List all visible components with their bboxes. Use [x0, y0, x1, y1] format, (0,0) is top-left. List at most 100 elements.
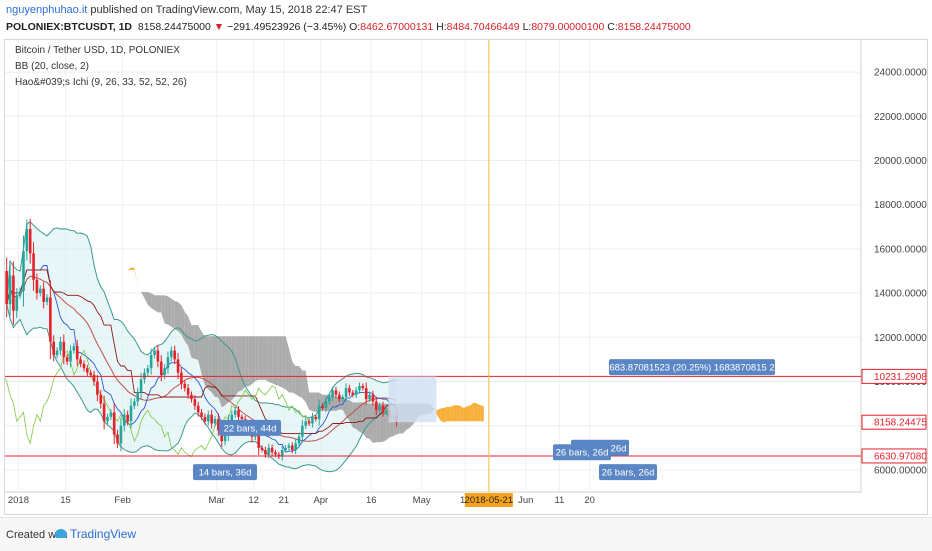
candle-body	[49, 297, 52, 342]
candle-body	[190, 394, 193, 400]
candle-body	[260, 447, 264, 451]
ichimoku-cloud-segment	[366, 403, 370, 439]
price-axis	[861, 40, 927, 514]
candle-body	[92, 374, 96, 382]
ichimoku-cloud-segment	[436, 408, 441, 421]
author-link[interactable]: nguyenphuhao.it	[6, 4, 88, 16]
candle-body	[173, 350, 176, 360]
candle-body	[311, 416, 314, 424]
x-tick-label: 2018-05-21	[465, 495, 514, 506]
ichimoku-cloud-segment	[174, 300, 179, 332]
candle-body	[69, 350, 72, 362]
candle-body	[129, 405, 133, 422]
chart-area[interactable]: 6000.000000008000.0000000010000.00000000…	[4, 39, 928, 515]
candle-body	[55, 350, 59, 355]
ichimoku-cloud-segment	[198, 325, 202, 374]
ichimoku-cloud-segment	[356, 402, 360, 432]
ichimoku-cloud-segment	[265, 336, 269, 383]
candle-body	[45, 297, 49, 302]
y-tick-label: 20000.00000000	[874, 156, 927, 167]
ichimoku-cloud-segment	[231, 336, 236, 401]
x-tick-label: Apr	[313, 495, 328, 506]
candle-body	[374, 401, 378, 411]
candle-body	[223, 434, 227, 442]
candle-body	[354, 390, 358, 395]
candle-body	[210, 414, 213, 424]
ichimoku-cloud-segment	[278, 336, 283, 388]
candle-body	[378, 405, 381, 411]
candle-body	[297, 436, 301, 444]
ichimoku-cloud-segment	[456, 405, 461, 422]
ichimoku-cloud-segment	[238, 336, 242, 392]
candle-body	[112, 412, 116, 435]
candle-body	[344, 388, 348, 397]
down-arrow-icon: ▼	[213, 21, 225, 33]
ichimoku-cloud-segment	[134, 267, 138, 286]
ichimoku-cloud-segment	[292, 361, 296, 395]
x-tick-label: 21	[279, 495, 290, 506]
footer-bar: Created with TradingView	[0, 517, 932, 551]
tradingview-logo-icon	[55, 529, 67, 538]
candle-body	[338, 394, 341, 400]
candle-body	[287, 445, 291, 448]
ichimoku-cloud-segment	[248, 336, 252, 387]
y-tick-label: 16000.00000000	[874, 244, 927, 255]
high-value: 8484.70466449	[446, 21, 520, 33]
high-label: H:	[436, 21, 447, 33]
candle-body	[79, 359, 82, 364]
annotation-box	[193, 464, 257, 481]
tradingview-logo[interactable]: TradingView	[55, 527, 136, 541]
ichimoku-cloud-segment	[440, 408, 444, 423]
y-tick-label: 14000.00000000	[874, 289, 927, 300]
y-tick-label: 18000.00000000	[874, 200, 927, 211]
candle-body	[371, 394, 375, 402]
price-axis-tag-label: 6630.97080025	[874, 451, 927, 462]
ichimoku-cloud-segment	[372, 403, 377, 443]
annotation-box	[609, 359, 775, 376]
y-tick-label: 22000.00000000	[874, 112, 927, 123]
close-value: 8158.24475000	[617, 21, 691, 33]
x-tick-label: 15	[60, 495, 71, 506]
candle-body	[159, 361, 163, 375]
price-chart[interactable]: 6000.000000008000.0000000010000.00000000…	[5, 40, 927, 514]
candle-body	[52, 341, 56, 355]
annotation-label: 26 bars, 26d	[556, 448, 609, 459]
candle-body	[334, 390, 338, 395]
candle-body	[62, 341, 66, 358]
candle-body	[166, 357, 170, 369]
ichimoku-cloud-segment	[262, 336, 266, 380]
ichimoku-cloud-segment	[147, 291, 152, 309]
legend-bb: BB (20, close, 2)	[15, 61, 89, 72]
candle-body	[331, 390, 334, 397]
candle-body	[381, 405, 385, 413]
ichimoku-cloud-segment	[376, 403, 380, 443]
y-tick-label: 24000.00000000	[874, 68, 927, 79]
candle-body	[217, 419, 220, 431]
ichimoku-cloud-segment	[275, 336, 279, 386]
ichimoku-cloud-segment	[309, 392, 313, 412]
ichimoku-cloud-segment	[312, 392, 316, 412]
ohlc-line: POLONIEX:BTCUSDT, 1D 8158.24475000 ▼ −29…	[6, 21, 691, 35]
candle-body	[307, 421, 311, 424]
open-value: 8462.67000131	[360, 21, 434, 33]
annotation-box	[219, 419, 281, 436]
ichimoku-cloud-segment	[167, 296, 172, 327]
candle-body	[149, 354, 153, 369]
ichimoku-cloud-segment	[191, 325, 195, 359]
ichimoku-cloud-segment	[164, 295, 168, 325]
candle-body	[294, 443, 297, 451]
candle-body	[15, 295, 19, 311]
candle-body	[196, 405, 200, 413]
x-tick-label: Jun	[518, 495, 533, 506]
candle-body	[8, 275, 12, 305]
ichimoku-cloud-segment	[369, 403, 373, 443]
ichimoku-cloud-segment	[288, 348, 293, 393]
ichimoku-cloud-segment	[305, 370, 310, 410]
candle-body	[233, 410, 237, 415]
candle-body	[317, 405, 321, 420]
ichimoku-cloud-segment	[255, 336, 259, 381]
annotation-label: 22 bars, 44d	[224, 423, 277, 434]
candle-body	[106, 416, 109, 422]
ichimoku-cloud-segment	[184, 311, 189, 346]
candle-body	[22, 251, 25, 291]
